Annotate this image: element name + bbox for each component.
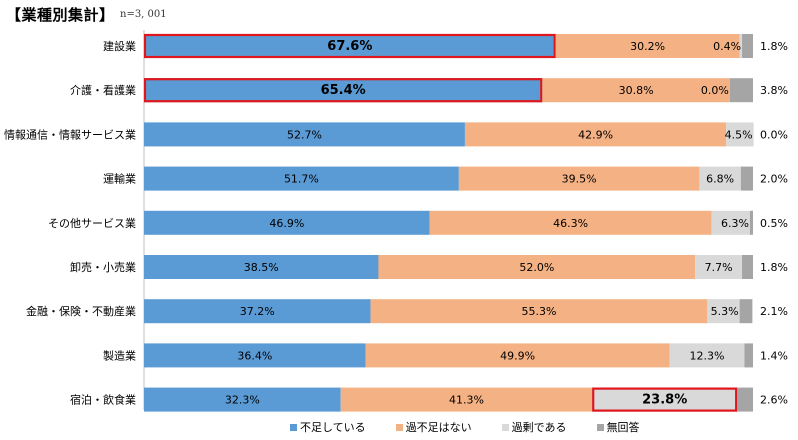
bar-segment-not-shortage: [458, 166, 700, 191]
bar-segment-shortage: [144, 387, 341, 412]
bar-segment-no-answer: [729, 78, 753, 103]
bar-segment-not-shortage: [370, 299, 708, 324]
data-label-shortage: 36.4%: [237, 349, 272, 362]
category-label: 製造業: [103, 348, 136, 362]
bar-segment-shortage: [144, 166, 459, 191]
data-label-not-shortage: 41.3%: [449, 394, 484, 407]
data-label-shortage: 65.4%: [321, 83, 366, 98]
bar-segment-shortage: [144, 299, 371, 324]
data-label-no-answer: 3.8%: [760, 84, 788, 97]
bar-segment-no-answer: [749, 210, 753, 235]
data-label-shortage: 52.7%: [287, 128, 322, 141]
legend: 不足している 過不足はない 過剰である 無回答: [290, 419, 670, 435]
legend-item-no-answer: 無回答: [596, 419, 640, 435]
data-label-no-answer: 1.8%: [760, 40, 788, 53]
bar-segment-no-answer: [740, 166, 753, 191]
bar-segment-not-shortage: [365, 343, 670, 368]
bar-segment-not-shortage: [464, 122, 727, 147]
data-label-shortage: 32.3%: [225, 394, 260, 407]
data-label-not-shortage: 55.3%: [521, 305, 556, 318]
bar-segment-no-answer: [737, 387, 753, 412]
category-label: 情報通信・情報サービス業: [4, 128, 136, 141]
highlight-box: [592, 387, 738, 412]
data-label-not-shortage: 30.8%: [619, 84, 654, 97]
bar-segment-shortage: [144, 210, 430, 235]
data-label-surplus: 5.3%: [711, 305, 739, 318]
data-label-surplus: 6.3%: [721, 217, 749, 230]
data-label-no-answer: 2.0%: [760, 173, 788, 186]
data-label-shortage: 51.7%: [284, 173, 319, 186]
bar-segment-shortage: [144, 78, 543, 103]
sample-size-label: n=3, 001: [120, 9, 167, 20]
data-label-not-shortage: 52.0%: [519, 261, 554, 274]
legend-swatch-surplus: [501, 423, 509, 431]
legend-label-not-shortage: 過不足はない: [405, 421, 472, 434]
legend-label-surplus: 過剰である: [511, 421, 567, 434]
data-label-shortage: 38.5%: [244, 261, 279, 274]
bar-segment-shortage: [144, 122, 465, 147]
category-label: 金融・保険・不動産業: [26, 304, 136, 318]
bar-segment-surplus: [711, 210, 750, 235]
data-label-not-shortage: 46.3%: [553, 217, 588, 230]
bar-segment-not-shortage: [429, 210, 712, 235]
data-label-no-answer: 0.5%: [760, 217, 788, 230]
bar-segment-surplus: [592, 387, 738, 412]
legend-swatch-not-shortage: [395, 423, 403, 431]
data-label-not-shortage: 42.9%: [578, 128, 613, 141]
data-label-not-shortage: 39.5%: [562, 173, 597, 186]
bar-segment-not-shortage: [378, 255, 696, 279]
bar-segment-no-answer: [739, 299, 753, 324]
data-label-surplus: 0.4%: [713, 40, 741, 53]
bar-segment-no-answer: [742, 34, 753, 58]
category-label: 建設業: [103, 39, 136, 53]
data-label-no-answer: 2.1%: [760, 305, 788, 318]
data-label-surplus: 12.3%: [690, 349, 725, 362]
data-label-no-answer: 1.4%: [760, 349, 788, 362]
data-label-no-answer: 1.8%: [760, 261, 788, 274]
bar-segment-surplus: [669, 343, 745, 368]
data-label-surplus: 6.8%: [706, 173, 734, 186]
legend-swatch-shortage: [290, 423, 297, 431]
bar-segment-not-shortage: [555, 34, 740, 58]
bar-segment-shortage: [144, 255, 379, 279]
legend-label-shortage: 不足している: [300, 421, 366, 434]
bar-segment-surplus: [739, 34, 743, 58]
data-label-surplus: 7.7%: [705, 261, 733, 274]
data-label-not-shortage: 49.9%: [500, 349, 535, 362]
legend-item-not-shortage: 過不足はない: [395, 419, 472, 435]
bar-segment-no-answer: [742, 255, 753, 279]
data-label-no-answer: 2.6%: [760, 394, 788, 407]
bar-segment-shortage: [144, 34, 556, 58]
data-label-shortage: 67.6%: [327, 39, 372, 54]
bar-segment-surplus: [707, 299, 740, 324]
highlight-box: [143, 33, 556, 59]
data-label-surplus: 23.8%: [642, 393, 687, 408]
category-label: その他サービス業: [48, 217, 136, 230]
bar-segment-shortage: [144, 343, 366, 368]
data-label-shortage: 46.9%: [269, 217, 304, 230]
bar-segment-not-shortage: [340, 387, 593, 412]
legend-swatch-no-answer: [596, 423, 604, 431]
bar-segment-surplus: [699, 166, 741, 191]
bar-segment-surplus: [726, 122, 754, 147]
legend-label-no-answer: 無回答: [606, 421, 640, 434]
data-label-surplus: 0.0%: [701, 84, 729, 97]
category-label: 宿泊・飲食業: [70, 393, 136, 407]
legend-item-shortage: 不足している: [290, 419, 366, 435]
data-label-not-shortage: 30.2%: [630, 40, 665, 53]
data-label-no-answer: 0.0%: [760, 128, 788, 141]
bar-segment-surplus: [695, 255, 743, 279]
category-label: 運輸業: [103, 172, 136, 186]
bar-segment-no-answer: [744, 343, 753, 368]
legend-item-surplus: 過剰である: [501, 419, 567, 435]
category-label: 介護・看護業: [70, 83, 136, 97]
category-label: 卸売・小売業: [70, 260, 136, 274]
bar-segment-not-shortage: [542, 78, 730, 103]
chart-title: 【業種別集計】: [6, 6, 115, 24]
highlight-box: [143, 78, 543, 103]
data-label-surplus: 4.5%: [725, 128, 753, 141]
data-label-shortage: 37.2%: [240, 305, 275, 318]
